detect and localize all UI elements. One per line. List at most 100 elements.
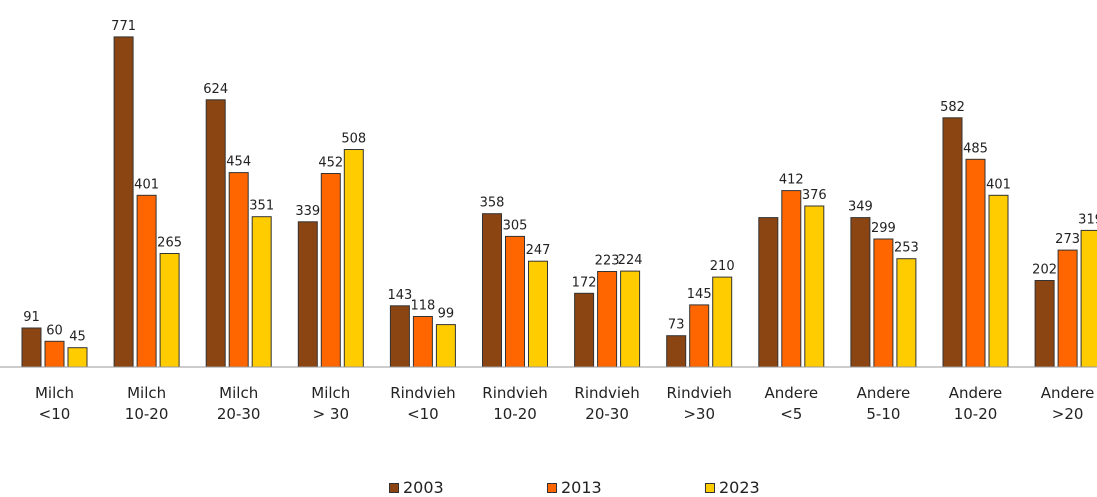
category-label-4-line-1: <10 (407, 405, 439, 423)
category-label-9-line-1: 5-10 (866, 405, 900, 423)
category-label-5-line-0: Rindvieh (482, 384, 547, 402)
value-label-2003-5: 358 (480, 196, 505, 211)
bar-2003-5 (482, 213, 502, 368)
legend-swatch-2013 (547, 483, 557, 493)
bar-2013-2 (228, 172, 249, 368)
value-labels-layer: 91 60 45 771 401 265 624 454 351 339 452 508 1431189… (23, 19, 1097, 345)
bar-2023-5 (528, 260, 548, 368)
category-label-2-line-1: 20-30 (217, 405, 261, 423)
value-label-2023-7: 210 (710, 259, 735, 274)
value-label-2003-4: 143 (387, 288, 412, 303)
value-label-2003-7: 73 (668, 318, 685, 333)
value-label-2003-3: 339 (295, 204, 320, 219)
bar-2023-7 (712, 276, 733, 368)
bar-2003-4 (389, 305, 410, 368)
bar-2023-11 (1080, 229, 1097, 368)
category-label-11-line-1: >20 (1052, 405, 1084, 423)
category-label-8-line-1: <5 (780, 405, 802, 423)
value-label-2013-10: 485 (963, 141, 988, 156)
value-label-2013-8: 412 (779, 173, 804, 188)
value-label-2013-11: 273 (1055, 232, 1080, 247)
value-label-2013-6: 223 (595, 254, 620, 269)
value-label-2013-9: 299 (871, 221, 896, 236)
bar-2023-2 (251, 216, 272, 368)
category-label-3-line-1: > 30 (313, 405, 349, 423)
bar-2013-9 (873, 238, 894, 368)
bar-2013-11 (1057, 249, 1078, 368)
legend-swatch-2023 (705, 483, 715, 493)
category-label-8-line-0: Andere (765, 384, 819, 402)
value-label-2013-1: 401 (134, 177, 159, 192)
category-label-1-line-1: 10-20 (125, 405, 169, 423)
bar-2013-10 (965, 158, 986, 368)
bar-2013-5 (505, 235, 525, 368)
category-label-7-line-1: >30 (683, 405, 715, 423)
legend: 2003 2013 2023 (0, 479, 1097, 497)
value-label-2003-10: 582 (940, 100, 965, 115)
bar-2023-1 (159, 253, 180, 368)
value-label-2023-1: 265 (157, 236, 182, 251)
bar-2003-7 (666, 335, 687, 368)
category-label-3-line-0: Milch (311, 384, 350, 402)
legend-item-2003: 2003 (389, 479, 444, 497)
bar-chart: 91 60 45 771 401 265 624 454 351 339 452 508 1431189… (0, 19, 1097, 423)
category-label-6-line-0: Rindvieh (574, 384, 639, 402)
value-label-2023-4: 99 (438, 307, 455, 322)
category-label-7-line-0: Rindvieh (666, 384, 731, 402)
value-label-2013-5: 305 (503, 218, 528, 233)
legend-label-2023: 2023 (719, 478, 760, 497)
value-label-2023-0: 45 (69, 330, 86, 345)
legend-swatch-2003 (389, 483, 399, 493)
category-label-10-line-0: Andere (949, 384, 1003, 402)
value-label-2023-6: 224 (618, 253, 643, 268)
value-label-2013-7: 145 (687, 287, 712, 302)
bar-2023-3 (343, 149, 364, 368)
bar-2003-2 (205, 99, 226, 368)
bar-2003-1 (113, 36, 134, 368)
value-label-2013-2: 454 (226, 155, 251, 170)
value-label-2003-6: 172 (572, 275, 597, 290)
category-label-1-line-0: Milch (127, 384, 166, 402)
value-label-2023-11: 319 (1078, 212, 1097, 227)
value-label-2013-0: 60 (46, 323, 63, 338)
bar-2023-9 (896, 258, 917, 368)
bar-2003-11 (1034, 280, 1055, 368)
legend-item-2013: 2013 (547, 479, 602, 497)
value-label-2023-5: 247 (526, 243, 551, 258)
bar-2003-10 (942, 117, 963, 368)
category-label-0-line-0: Milch (35, 384, 74, 402)
category-label-2-line-0: Milch (219, 384, 258, 402)
bar-2023-4 (435, 324, 456, 368)
category-label-11-line-0: Andere (1041, 384, 1095, 402)
legend-label-2013: 2013 (561, 478, 602, 497)
category-label-0-line-1: <10 (39, 405, 71, 423)
category-label-4-line-0: Rindvieh (390, 384, 455, 402)
value-label-2003-9: 349 (848, 200, 873, 215)
bar-2003-0 (21, 327, 42, 368)
bars-layer (21, 36, 1097, 368)
bar-2013-1 (136, 194, 157, 368)
bar-2013-6 (597, 271, 618, 368)
category-label-9-line-0: Andere (857, 384, 911, 402)
bar-2013-7 (689, 304, 710, 368)
bar-2003-8 (758, 217, 779, 368)
value-label-2023-3: 508 (341, 132, 366, 147)
value-label-2023-2: 351 (249, 199, 274, 214)
legend-label-2003: 2003 (403, 478, 444, 497)
category-labels-layer: Milch <10 Milch 10-20 Milch 20-30 Milch > 30 Rin… (35, 384, 1094, 423)
bar-2013-0 (44, 340, 65, 368)
bar-2003-9 (850, 217, 871, 368)
bar-2013-3 (320, 173, 341, 368)
bar-2013-4 (412, 316, 433, 368)
value-label-2023-9: 253 (894, 241, 919, 256)
value-label-2023-10: 401 (986, 177, 1011, 192)
bar-2023-0 (67, 347, 88, 368)
bar-2013-8 (781, 190, 802, 368)
legend-item-2023: 2023 (705, 479, 760, 497)
value-label-2013-4: 118 (410, 299, 435, 314)
bar-2003-6 (574, 292, 595, 368)
bar-2023-10 (988, 194, 1009, 368)
category-label-6-line-1: 20-30 (585, 405, 629, 423)
bar-2003-3 (297, 221, 318, 368)
value-label-2003-0: 91 (23, 310, 40, 325)
